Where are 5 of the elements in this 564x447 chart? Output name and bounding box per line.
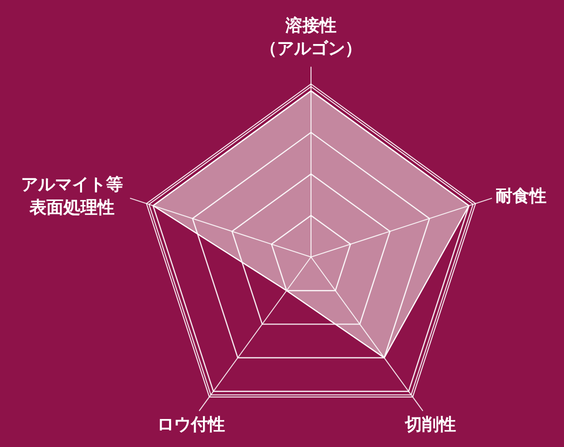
spoke-label: アルマイト等表面処理性 <box>20 174 124 220</box>
spoke-label: 切削性 <box>404 414 458 438</box>
spoke-label: ロウ付性 <box>156 414 226 438</box>
spoke-label: 耐食性 <box>495 186 548 209</box>
spoke-label: 溶接性（アルゴン） <box>258 14 363 61</box>
